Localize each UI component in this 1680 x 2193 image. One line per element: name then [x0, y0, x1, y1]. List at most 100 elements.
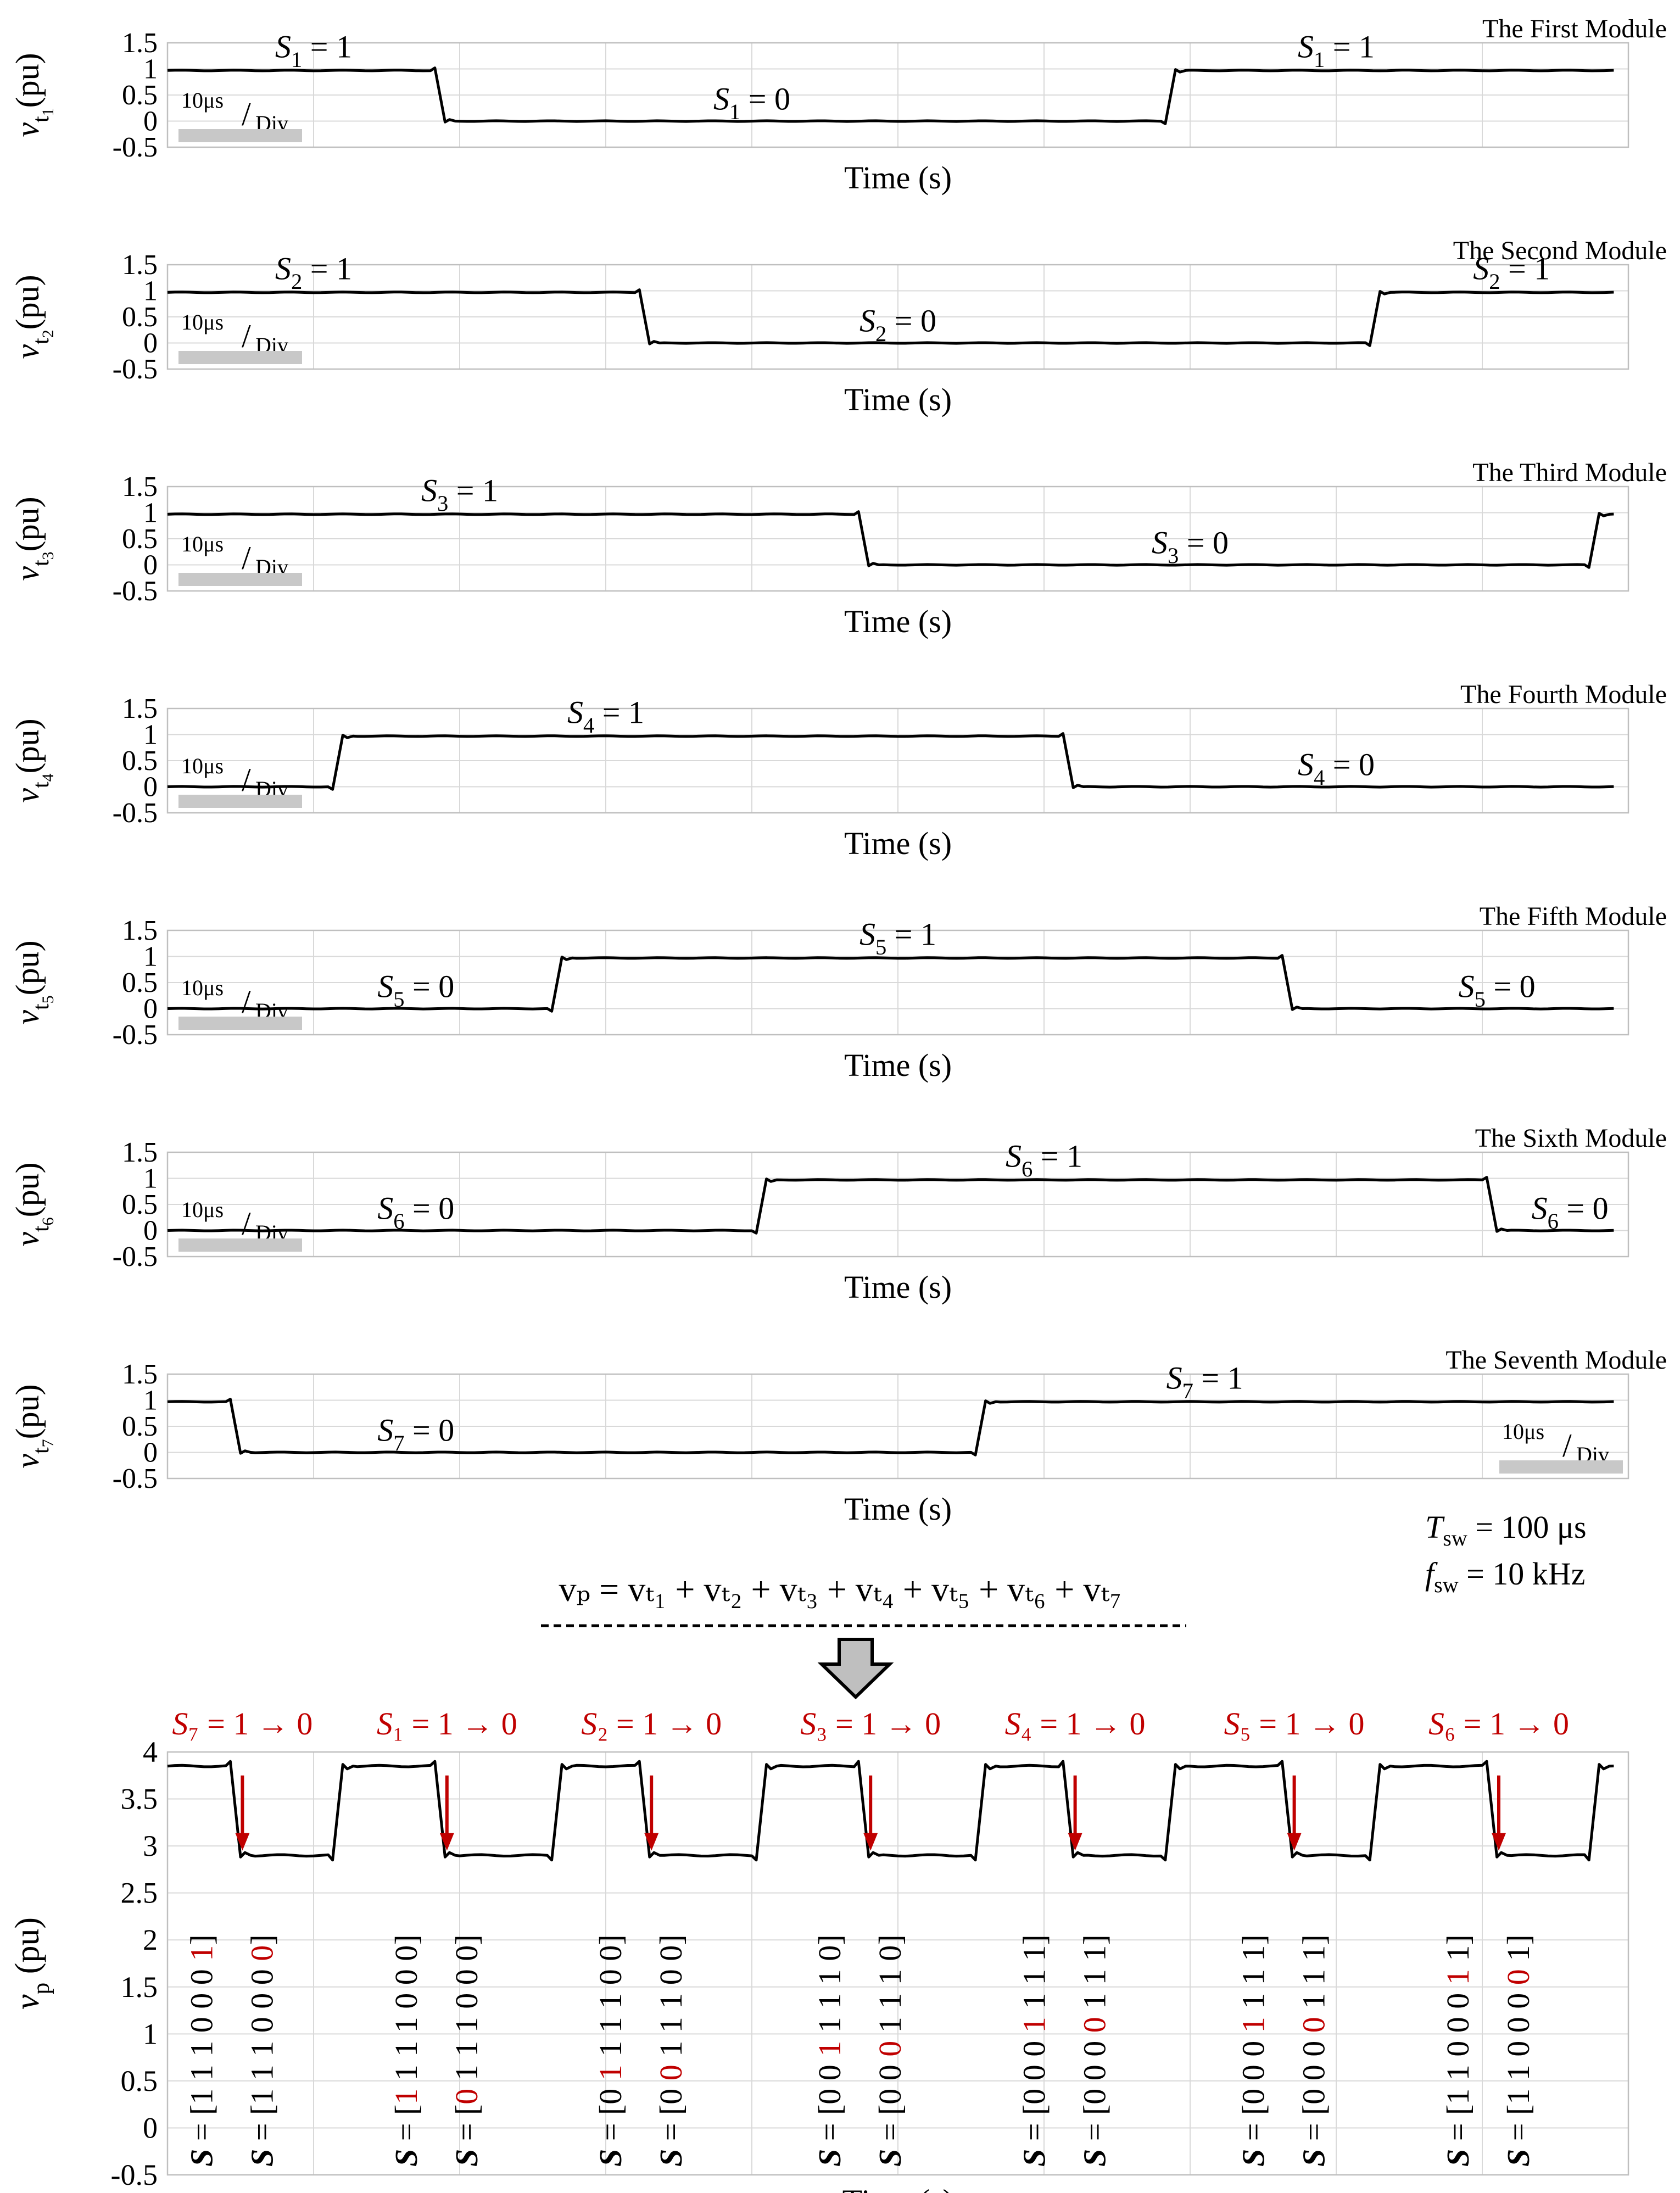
plot-frame [166, 486, 1629, 592]
transition-label: S₁ = 1 → 0 [377, 1706, 517, 1742]
transition-label: S₇ = 1 → 0 [172, 1706, 312, 1742]
state-vector-after: S = [1 1 1 0 0 0 0] [244, 1934, 280, 2167]
module-panel-2: 1.510.50-0.5 The Second Module vt2(pu) Time… [9, 236, 1667, 417]
down-arrow-icon [817, 1638, 894, 1700]
y-tick-label: 0 [143, 2111, 158, 2144]
div-slash: / [242, 984, 251, 1020]
plot-frame [166, 929, 1629, 1036]
y-tick-label: 0 [143, 1215, 158, 1247]
y-tick-label: 3 [143, 1829, 158, 1862]
div-slash: / [242, 1206, 251, 1242]
plot-frame [166, 42, 1629, 148]
transition-arrow-head [1492, 1833, 1506, 1851]
state-label: S5 = 0 [377, 969, 454, 1012]
y-tick-label: 1 [143, 276, 158, 307]
y-tick-label: 2.5 [121, 1877, 158, 1910]
div-slash: / [242, 762, 251, 798]
y-tick-label: 1.5 [122, 693, 158, 724]
waveform-trace [167, 510, 1614, 569]
state-label: S2 = 1 [275, 251, 352, 294]
state-label: S3 = 0 [1152, 525, 1229, 568]
state-vector-before: S = [0 0 0 1 1 1 1] [1017, 1934, 1052, 2167]
state-label: S7 = 1 [1166, 1360, 1243, 1403]
state-vector-after: S = [0 1 1 1 0 0 0] [449, 1934, 484, 2167]
plot-frame [166, 707, 1629, 814]
y-tick-label: -0.5 [113, 132, 158, 163]
sum-waveform-trace [167, 1760, 1614, 1862]
div-label: 10μs [181, 532, 224, 556]
div-scale-bar [178, 1017, 302, 1030]
state-label: S5 = 1 [859, 917, 936, 959]
module-panel-6: 1.510.50-0.5 The Sixth Module vt6(pu) Time … [9, 1124, 1667, 1305]
y-axis-label: vt1(pu) [9, 53, 57, 137]
x-axis-label: Time (s) [844, 382, 952, 417]
module-title: The Third Module [1472, 458, 1667, 487]
transition-arrow-head [1287, 1833, 1302, 1851]
module-title: The Fifth Module [1480, 902, 1667, 931]
module-title: The Second Module [1453, 236, 1667, 265]
x-axis-label: Time (s) [844, 1491, 952, 1527]
y-tick-label: 1 [143, 1385, 158, 1416]
transition-label: S₃ = 1 → 0 [800, 1706, 941, 1742]
y-tick-label: 0.5 [122, 1411, 158, 1442]
module-title: The First Module [1482, 14, 1667, 43]
transition-label: S₆ = 1 → 0 [1428, 1706, 1569, 1742]
module-panel-3: 1.510.50-0.5 The Third Module vt3(pu) Time … [9, 458, 1667, 639]
y-tick-label: 0.5 [122, 523, 158, 555]
div-scale-bar [178, 795, 302, 808]
y-tick-label: 0.5 [122, 745, 158, 777]
plot-frame [166, 1151, 1629, 1258]
x-axis-label: Time (s) [844, 160, 952, 196]
y-axis-label: vt4(pu) [9, 718, 57, 802]
div-label: 10μs [181, 1197, 224, 1222]
y-axis-label: vt3(pu) [9, 496, 57, 581]
div-label: 10μs [1502, 1419, 1544, 1444]
y-axis-label: vt5(pu) [9, 940, 57, 1024]
x-axis-label: Time (s) [844, 825, 952, 861]
transition-label: S₅ = 1 → 0 [1224, 1706, 1365, 1742]
state-label: S6 = 0 [377, 1191, 454, 1234]
y-tick-label: 1 [143, 2017, 158, 2050]
y-tick-label: 2 [143, 1923, 158, 1956]
state-vector-before: S = [0 1 1 1 1 0 0] [593, 1934, 628, 2167]
waveform-trace [167, 66, 1614, 125]
y-tick-label: 4 [143, 1736, 158, 1768]
state-vector-before: S = [1 1 0 0 0 1 1] [1440, 1934, 1476, 2167]
waveform-trace [167, 288, 1614, 347]
x-axis-label: Time (s) [844, 604, 952, 639]
module-panel-5: 1.510.50-0.5 The Fifth Module vt5(pu) Time … [9, 902, 1667, 1083]
module-title: The Sixth Module [1475, 1124, 1667, 1153]
state-label: S6 = 0 [1532, 1191, 1609, 1234]
plot-frame [166, 264, 1629, 370]
state-label: S6 = 1 [1006, 1139, 1082, 1181]
div-scale-bar [178, 129, 302, 142]
y-tick-label: 0 [143, 106, 158, 137]
transition-arrow-head [1068, 1833, 1082, 1851]
y-tick-label: 1.5 [122, 471, 158, 503]
y-tick-label: 0.5 [122, 967, 158, 998]
y-tick-label: -0.5 [113, 797, 158, 829]
x-axis-label: Time (s) [842, 2183, 954, 2193]
state-vector-after: S = [0 0 0 0 1 1 1] [1077, 1934, 1113, 2167]
y-tick-label: 1.5 [122, 1359, 158, 1390]
state-label: S1 = 1 [1298, 29, 1375, 72]
module-panel-4: 1.510.50-0.5 The Fourth Module vt4(pu) Time… [9, 680, 1667, 861]
state-label: S2 = 1 [1473, 251, 1550, 294]
state-label: S1 = 1 [275, 29, 352, 72]
y-tick-label: 1 [143, 1163, 158, 1195]
y-tick-label: 0 [143, 550, 158, 581]
y-tick-label: 1.5 [121, 1971, 158, 2004]
y-tick-label: -0.5 [113, 1241, 158, 1273]
transition-label: S₄ = 1 → 0 [1005, 1706, 1146, 1742]
y-tick-label: 0 [143, 772, 158, 803]
state-vector-after: S = [0 0 0 1 1 1 0] [872, 1934, 908, 2167]
state-label: S7 = 0 [377, 1413, 454, 1455]
y-tick-label: 1.5 [122, 915, 158, 946]
y-tick-label: 0.5 [122, 80, 158, 111]
x-axis-label: Time (s) [844, 1047, 952, 1083]
module-panel-1: 1.510.50-0.5 The First Module vt1(pu) Time … [9, 14, 1667, 196]
y-tick-label: 1 [143, 54, 158, 85]
state-vector-before: S = [0 0 0 1 1 1 1] [1236, 1934, 1271, 2167]
transition-label: S₂ = 1 → 0 [581, 1706, 722, 1742]
y-tick-label: -0.5 [113, 1463, 158, 1494]
